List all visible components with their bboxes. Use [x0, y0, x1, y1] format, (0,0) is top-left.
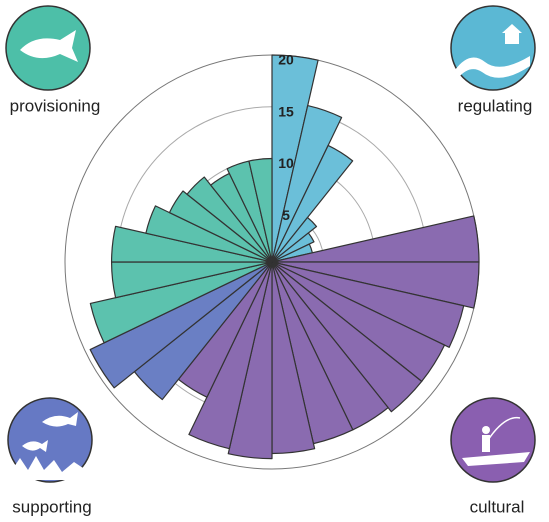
- bar: [271, 261, 423, 413]
- icon-supporting: [7, 397, 93, 483]
- icon-provisioning: [5, 5, 91, 91]
- y-tick-label: 20: [278, 52, 294, 68]
- y-tick-label: 15: [278, 103, 294, 119]
- icon-cultural: [450, 397, 536, 483]
- bar: [271, 261, 465, 348]
- icon-regulating: [450, 5, 536, 91]
- y-tick-label: 5: [282, 207, 290, 223]
- bar: [188, 261, 273, 450]
- bar: [271, 144, 354, 263]
- group-label: regulating: [458, 96, 533, 115]
- bar: [145, 205, 273, 263]
- bar: [271, 216, 318, 263]
- bar: [271, 232, 315, 263]
- bar: [248, 157, 273, 263]
- bar: [186, 176, 273, 263]
- plot: [64, 54, 480, 470]
- bar: [168, 190, 273, 263]
- bar: [89, 261, 273, 344]
- group-label: cultural: [470, 497, 525, 516]
- group-label: supporting: [12, 497, 91, 516]
- y-tick-label: 10: [278, 155, 294, 171]
- bar: [89, 261, 273, 389]
- bar: [271, 104, 343, 263]
- group-label: provisioning: [10, 96, 101, 115]
